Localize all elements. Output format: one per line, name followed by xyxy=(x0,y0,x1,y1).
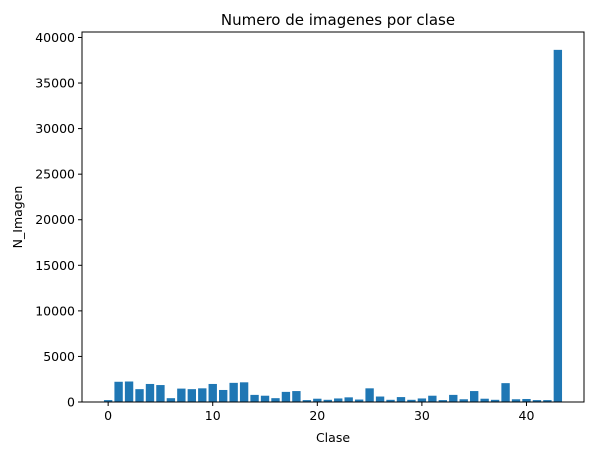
bar-class-27 xyxy=(386,399,395,402)
bar-class-37 xyxy=(490,399,500,402)
bar-class-23 xyxy=(344,397,353,402)
bar-class-40 xyxy=(522,398,531,402)
y-tick-label: 35000 xyxy=(35,76,75,91)
x-tick-label: 0 xyxy=(104,408,112,423)
y-axis-ticks: 0 5000 10000 15000 20000 25000 30000 35000 40000 xyxy=(35,30,82,410)
bar-class-22 xyxy=(334,398,343,402)
bar-class-39 xyxy=(511,399,521,402)
bar-class-36 xyxy=(480,398,489,402)
y-tick-label: 20000 xyxy=(35,212,75,227)
bar-series xyxy=(103,49,563,403)
x-axis-ticks: 0 10 20 30 40 xyxy=(104,402,534,423)
bar-class-10 xyxy=(208,383,217,402)
bar-class-19 xyxy=(302,400,312,402)
bar-class-29 xyxy=(407,399,416,402)
y-tick-label: 10000 xyxy=(35,303,75,318)
bar-class-2 xyxy=(124,381,134,402)
bar-class-12 xyxy=(229,382,238,402)
bar-class-7 xyxy=(177,388,186,402)
chart-title: Numero de imagenes por clase xyxy=(221,11,455,29)
plot-frame xyxy=(81,31,585,403)
y-tick-label: 5000 xyxy=(43,349,75,364)
x-tick-label: 40 xyxy=(519,408,535,423)
bar-class-42 xyxy=(543,400,552,402)
bar-class-30 xyxy=(417,398,427,402)
bar-class-14 xyxy=(250,394,259,402)
x-tick-label: 30 xyxy=(414,408,430,423)
bar-class-11 xyxy=(219,389,228,402)
y-tick-label: 0 xyxy=(67,395,75,410)
bar-class-34 xyxy=(459,399,468,402)
bar-class-32 xyxy=(438,400,447,402)
bar-class-24 xyxy=(354,399,364,402)
bar-class-28 xyxy=(396,397,406,402)
bar-class-33 xyxy=(449,394,458,402)
bar-class-8 xyxy=(187,389,196,402)
bar-class-20 xyxy=(313,398,322,402)
bar-class-18 xyxy=(292,391,301,402)
bar-class-0 xyxy=(103,400,113,402)
y-tick-label: 15000 xyxy=(35,258,75,273)
bar-class-21 xyxy=(323,399,332,402)
x-tick-label: 10 xyxy=(205,408,221,423)
bar-class-31 xyxy=(428,395,437,402)
bar-class-25 xyxy=(365,388,374,402)
bar-class-43 xyxy=(553,49,563,403)
bar-class-13 xyxy=(239,382,249,402)
bar-class-41 xyxy=(532,400,542,402)
y-tick-label: 30000 xyxy=(35,121,75,136)
bar-class-35 xyxy=(470,391,479,402)
x-axis-label: Clase xyxy=(316,430,350,445)
bar-class-6 xyxy=(166,398,176,402)
y-tick-label: 25000 xyxy=(35,167,75,182)
bar-class-4 xyxy=(145,383,155,402)
bar-class-15 xyxy=(260,395,270,402)
y-tick-label: 40000 xyxy=(35,30,75,45)
x-tick-label: 20 xyxy=(309,408,325,423)
bar-class-3 xyxy=(135,389,144,402)
bar-class-5 xyxy=(156,385,165,402)
bar-class-38 xyxy=(501,383,510,402)
bar-class-26 xyxy=(375,396,385,402)
bar-class-9 xyxy=(198,388,207,402)
bar-class-1 xyxy=(114,381,123,402)
bar-class-17 xyxy=(281,391,291,402)
bar-class-16 xyxy=(271,398,280,402)
y-axis-label: N_Imagen xyxy=(10,186,25,249)
